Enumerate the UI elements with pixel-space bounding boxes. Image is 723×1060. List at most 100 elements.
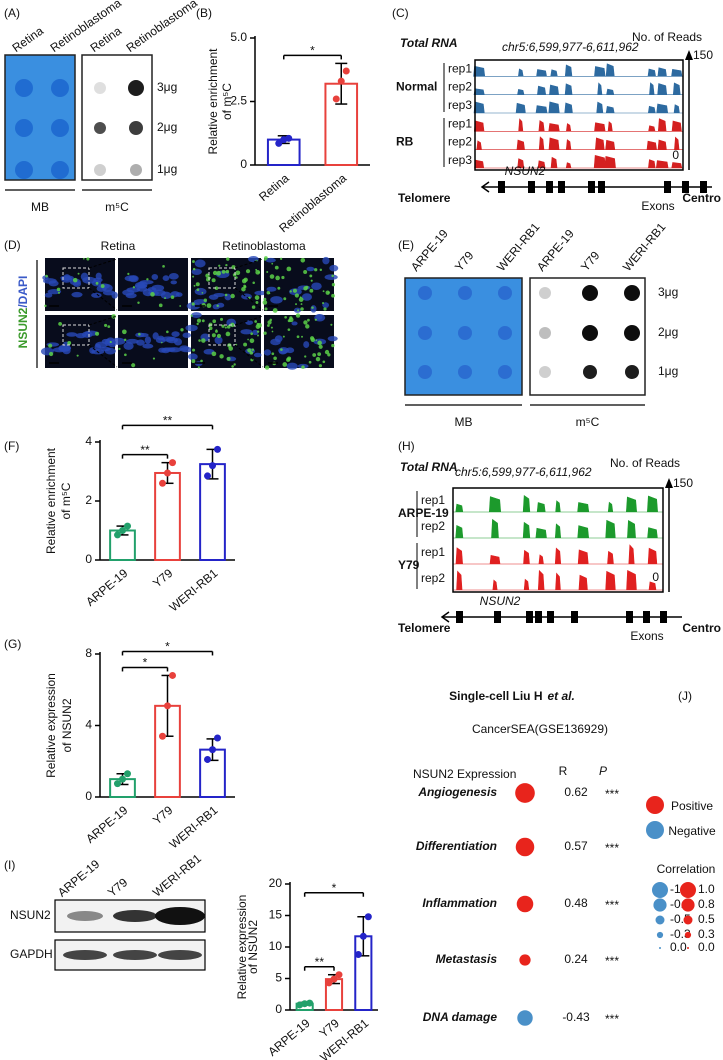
row-header: NSUN2 Expression (413, 767, 516, 781)
nsun2-stain (72, 277, 78, 283)
gene-name: NSUN2 (480, 594, 521, 608)
blot-dot (624, 285, 640, 301)
scale-max: 150 (673, 476, 693, 490)
blot-dot (458, 286, 472, 300)
blot-dot (458, 365, 472, 379)
nsun2-stain (192, 267, 196, 271)
nucleus-stain (187, 353, 198, 361)
nsun2-stain (230, 293, 235, 299)
column-label: WERI-RB1 (150, 851, 204, 900)
blot-label: m⁵C (105, 200, 129, 214)
data-point (164, 702, 171, 710)
size-title: Correlation (657, 862, 716, 876)
nsun2-stain (44, 304, 47, 308)
nsun2-stain (170, 295, 175, 299)
nucleus-stain (152, 332, 159, 340)
x-tick-label: ARPE-19 (83, 803, 131, 846)
nsun2-stain (300, 303, 303, 305)
nsun2-stain (287, 328, 291, 332)
nsun2-stain (225, 269, 230, 274)
column-label: Y79 (578, 248, 603, 274)
nsun2-stain (323, 307, 327, 311)
column-label: Retinoblastoma (222, 239, 306, 253)
exons-label: Exons (630, 629, 663, 643)
nsun2-stain (218, 264, 221, 267)
data-point (159, 479, 166, 487)
blot-dot (15, 79, 33, 97)
legend-dot (646, 821, 664, 839)
coverage-track (453, 569, 663, 591)
nucleus-stain (252, 329, 259, 336)
nsun2-stain (287, 356, 292, 361)
gene-arrow (440, 611, 450, 623)
y-axis-label: Relative expression (44, 673, 58, 778)
rep-label: rep1 (421, 545, 445, 559)
blot-dot (458, 326, 472, 340)
band (155, 907, 205, 925)
column-label: ARPE-19 (55, 857, 103, 900)
size-legend-dot (655, 915, 665, 925)
nsun2-stain (107, 325, 111, 329)
nsun2-stain (122, 329, 127, 335)
data-point (306, 999, 314, 1007)
nucleus-stain (310, 305, 317, 313)
blot-dot (582, 325, 598, 341)
data-point (114, 780, 121, 788)
row-label: GAPDH (10, 947, 53, 961)
y-tick-label: 4 (85, 718, 92, 732)
size-legend-label: 0.5 (698, 912, 715, 926)
nsun2-stain (67, 341, 72, 345)
nucleus-stain (71, 291, 83, 298)
band (158, 950, 202, 960)
nsun2-stain (228, 346, 234, 351)
group-label: Y79 (398, 558, 420, 572)
nsun2-stain (281, 275, 285, 280)
nucleus-stain (58, 344, 71, 352)
nsun2-stain (282, 362, 288, 367)
nsun2-stain (95, 331, 100, 336)
data-point (204, 755, 211, 763)
data-point (214, 734, 221, 742)
nsun2-stain (266, 271, 269, 274)
nsun2-stain (76, 354, 79, 357)
blot-dot (128, 80, 144, 96)
y-tick-label: 15 (269, 908, 283, 922)
nsun2-stain (331, 274, 334, 278)
exon (535, 611, 542, 623)
stain-nsun2: NSUN2 (16, 307, 30, 348)
x-tick-label: WERI-RB1 (167, 566, 221, 615)
data-point (325, 979, 333, 987)
nsun2-stain (211, 351, 217, 357)
nucleus-stain (167, 347, 182, 353)
nsun2-stain (317, 340, 322, 346)
locus: chr5:6,599,977-6,611,962 (455, 465, 592, 479)
nsun2-stain (255, 301, 259, 304)
corr-dot (519, 954, 531, 966)
nsun2-stain (310, 279, 313, 282)
nsun2-stain (286, 266, 292, 272)
panel-label: (A) (4, 6, 20, 20)
nsun2-stain (255, 269, 261, 275)
r-value: 0.57 (564, 839, 588, 853)
nucleus-stain (171, 331, 180, 337)
nsun2-stain (127, 272, 130, 276)
nsun2-stain (224, 293, 228, 297)
nsun2-stain (225, 331, 231, 337)
nsun2-stain (263, 256, 268, 260)
nucleus-stain (270, 296, 283, 304)
coverage-track (475, 136, 683, 150)
nucleus-stain (144, 336, 152, 344)
data-point (209, 746, 216, 754)
nsun2-stain (132, 286, 136, 289)
exon (682, 181, 689, 193)
rep-label: rep1 (448, 116, 472, 130)
nucleus-stain (194, 259, 206, 268)
nsun2-stain (294, 293, 299, 298)
column-label: ARPE-19 (534, 226, 577, 274)
nsun2-stain (300, 307, 304, 311)
coverage-track (453, 544, 663, 565)
nsun2-stain (235, 276, 238, 279)
r-value: -0.43 (562, 1010, 590, 1024)
nucleus-stain (191, 312, 202, 318)
blot-dot (418, 365, 432, 379)
